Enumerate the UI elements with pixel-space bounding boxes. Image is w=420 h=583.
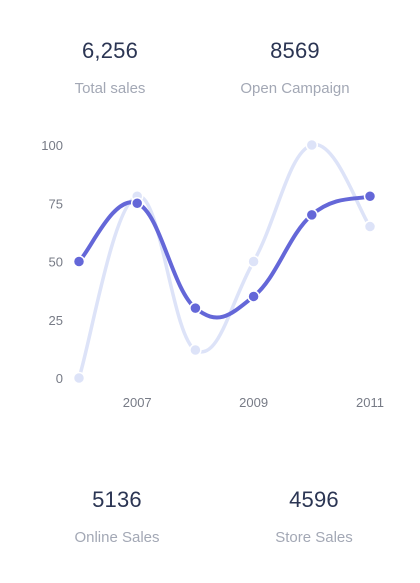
x-tick-label: 2011	[356, 395, 384, 410]
data-point	[363, 190, 377, 203]
data-point	[72, 255, 86, 268]
x-axis-ticks: 2007 2009 2011	[123, 395, 384, 410]
stat-value: 4596	[289, 487, 339, 512]
line-chart: 0 25 50 75 100 2007 2009 2011	[41, 138, 384, 410]
stat-value: 8569	[270, 38, 320, 63]
series-line	[77, 143, 372, 380]
stat-total-sales: 6,256 Total sales	[10, 38, 210, 97]
data-point	[247, 290, 260, 303]
x-tick-label: 2007	[123, 395, 152, 410]
y-tick-label: 100	[41, 138, 63, 153]
data-point	[189, 301, 202, 315]
data-point	[72, 371, 86, 385]
data-point	[305, 138, 319, 152]
stat-label: Open Campaign	[240, 80, 350, 97]
y-tick-label: 0	[56, 371, 63, 386]
data-point	[305, 208, 319, 222]
x-tick-label: 2009	[239, 395, 268, 410]
series-lines	[77, 143, 372, 380]
stat-online-sales: 5136 Online Sales	[17, 487, 217, 546]
data-point	[130, 197, 144, 210]
stat-label: Store Sales	[275, 529, 353, 546]
y-tick-label: 75	[49, 196, 63, 211]
stat-label: Total sales	[74, 80, 146, 97]
series-points	[72, 138, 377, 385]
y-tick-label: 25	[49, 313, 63, 328]
y-tick-label: 50	[49, 255, 63, 270]
stat-label: Online Sales	[74, 529, 160, 546]
y-axis-ticks: 0 25 50 75 100	[41, 138, 63, 386]
stat-value: 5136	[92, 487, 142, 512]
stat-store-sales: 4596 Store Sales	[214, 487, 414, 546]
data-point	[189, 343, 202, 357]
data-point	[363, 220, 377, 233]
data-point	[247, 255, 260, 268]
stat-value: 6,256	[81, 38, 139, 63]
stat-open-campaign: 8569 Open Campaign	[195, 38, 395, 97]
